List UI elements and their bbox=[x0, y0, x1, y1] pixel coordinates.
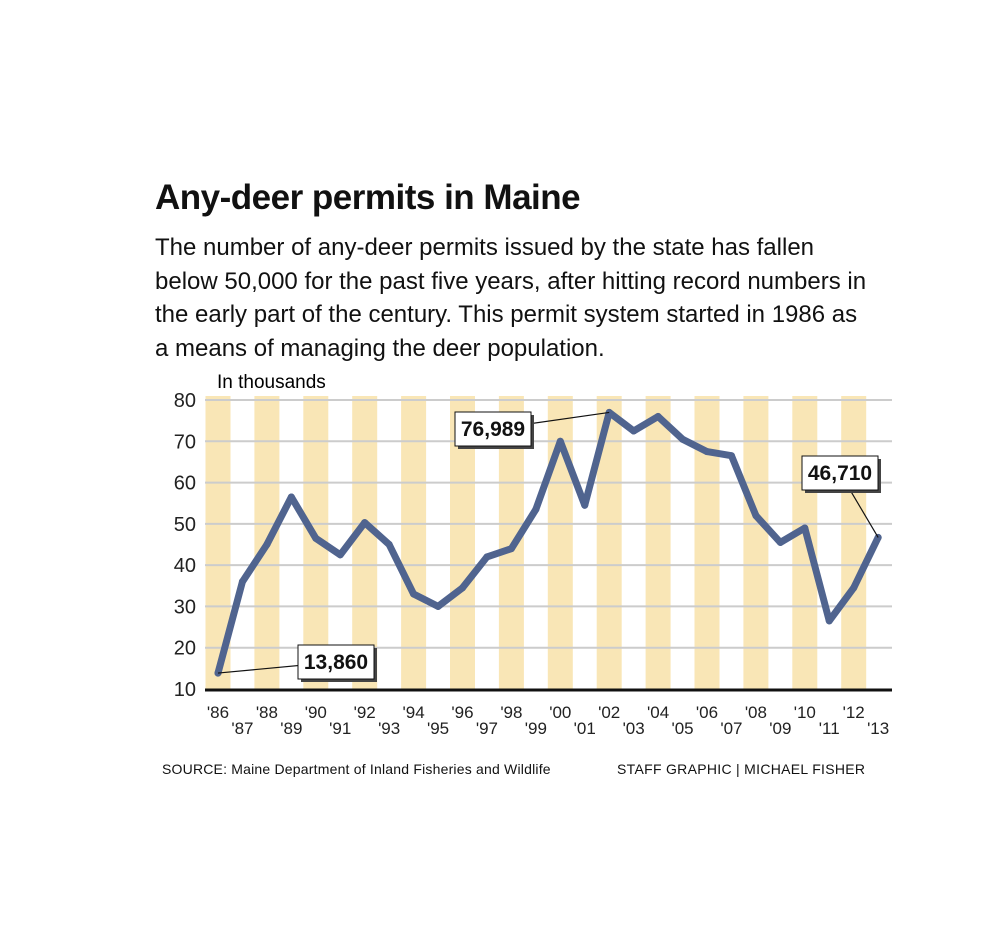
data-point bbox=[263, 541, 271, 548]
data-point bbox=[410, 590, 418, 598]
x-tick-label: '94 bbox=[403, 703, 425, 722]
x-tick-label: '96 bbox=[451, 703, 473, 722]
callout-box bbox=[297, 644, 375, 680]
callout-label: 13,860 bbox=[304, 651, 368, 674]
callout: 13,860 bbox=[217, 644, 377, 682]
callout-label: 46,710 bbox=[808, 462, 872, 485]
y-axis-label: In thousands bbox=[217, 372, 326, 393]
x-tick-label: '86 bbox=[207, 703, 229, 722]
data-point bbox=[287, 493, 295, 501]
x-tick-label: '12 bbox=[843, 703, 865, 722]
callout: 46,710 bbox=[801, 455, 881, 538]
y-tick-label: 70 bbox=[174, 431, 196, 453]
x-tick-label: '00 bbox=[549, 703, 571, 722]
y-tick-label: 30 bbox=[174, 596, 196, 618]
x-tick-label: '04 bbox=[647, 703, 669, 722]
x-tick-label: '92 bbox=[354, 703, 376, 722]
y-tick-label: 50 bbox=[174, 514, 196, 536]
x-tick-label: '13 bbox=[867, 719, 889, 738]
data-point bbox=[507, 545, 515, 553]
data-point bbox=[581, 501, 589, 509]
callout: 76,989 bbox=[454, 411, 610, 449]
data-point bbox=[679, 435, 687, 443]
callout-box bbox=[801, 455, 879, 491]
data-point bbox=[825, 617, 833, 625]
source-note: SOURCE: Maine Department of Inland Fishe… bbox=[162, 761, 551, 777]
x-tick-label: '02 bbox=[598, 703, 620, 722]
data-point bbox=[483, 553, 491, 561]
year-band bbox=[743, 396, 769, 689]
year-band bbox=[352, 396, 378, 689]
x-tick-label: '01 bbox=[574, 719, 596, 738]
data-point bbox=[703, 448, 711, 456]
x-tick-label: '09 bbox=[769, 719, 791, 738]
year-band bbox=[792, 396, 818, 689]
chart-title: Any-deer permits in Maine bbox=[155, 178, 581, 217]
x-tick-label: '08 bbox=[745, 703, 767, 722]
year-band bbox=[401, 396, 427, 689]
callout-label: 76,989 bbox=[461, 418, 525, 441]
year-band bbox=[645, 396, 671, 689]
data-point bbox=[654, 413, 662, 421]
chart-subtitle: The number of any-deer permits issued by… bbox=[155, 234, 867, 362]
x-tick-label: '89 bbox=[280, 719, 302, 738]
x-tick-label: '07 bbox=[720, 719, 742, 738]
x-tick-label: '93 bbox=[378, 719, 400, 738]
data-point bbox=[727, 452, 735, 460]
data-point bbox=[361, 519, 369, 527]
x-tick-label: '90 bbox=[305, 703, 327, 722]
x-tick-label: '95 bbox=[427, 719, 449, 738]
data-point bbox=[850, 584, 858, 592]
data-point bbox=[752, 512, 760, 520]
year-band bbox=[694, 396, 720, 689]
x-tick-label: '91 bbox=[329, 719, 351, 738]
x-tick-label: '05 bbox=[671, 719, 693, 738]
y-tick-label: 80 bbox=[174, 390, 196, 412]
data-point bbox=[336, 551, 344, 559]
x-tick-label: '88 bbox=[256, 703, 278, 722]
x-tick-label: '10 bbox=[794, 703, 816, 722]
y-tick-label: 20 bbox=[174, 638, 196, 660]
graphic-credit: STAFF GRAPHIC | MICHAEL FISHER bbox=[617, 761, 866, 777]
series-line bbox=[214, 408, 882, 677]
x-tick-label: '99 bbox=[525, 719, 547, 738]
data-point bbox=[459, 584, 466, 592]
x-tick-label: '11 bbox=[819, 719, 840, 738]
y-tick-label: 60 bbox=[174, 473, 196, 495]
data-point bbox=[532, 505, 540, 513]
data-point bbox=[434, 602, 442, 610]
year-band bbox=[841, 396, 867, 689]
x-tick-label: '06 bbox=[696, 703, 718, 722]
y-tick-label: 10 bbox=[174, 679, 196, 701]
y-tick-label: 40 bbox=[174, 555, 196, 577]
x-tick-label: '87 bbox=[231, 719, 253, 738]
data-point bbox=[238, 578, 246, 586]
data-point bbox=[556, 437, 564, 445]
data-point bbox=[312, 534, 320, 542]
data-point bbox=[776, 538, 784, 546]
x-tick-label: '98 bbox=[500, 703, 522, 722]
data-point bbox=[385, 541, 393, 548]
data-point bbox=[801, 524, 809, 532]
x-tick-label: '03 bbox=[623, 719, 645, 738]
data-point bbox=[630, 427, 638, 435]
x-tick-label: '97 bbox=[476, 719, 498, 738]
callout-box bbox=[454, 411, 532, 447]
